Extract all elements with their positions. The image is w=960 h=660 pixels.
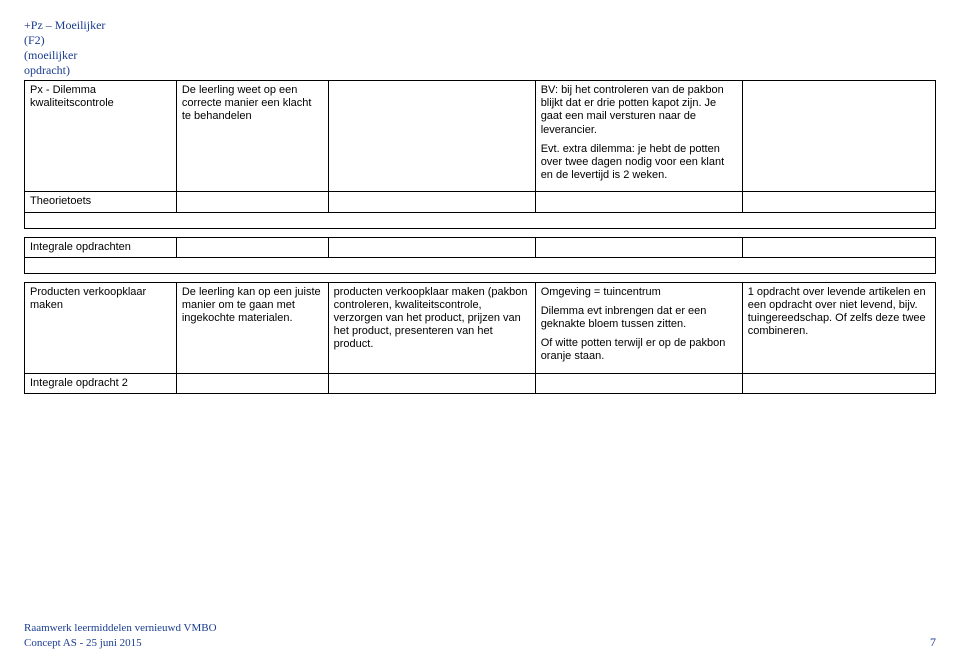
cell-empty xyxy=(328,373,535,393)
footer-left: Raamwerk leermiddelen vernieuwd VMBO Con… xyxy=(24,621,217,650)
cell-producten-title: Producten verkoopklaar maken xyxy=(25,282,177,373)
table-2: Integrale opdrachten xyxy=(24,237,936,274)
cell-text: kwaliteitscontrole xyxy=(30,97,114,109)
cell-dilemma-title: Px - Dilemma kwaliteitscontrole xyxy=(25,81,177,192)
cell-empty xyxy=(742,81,935,192)
table-row: Producten verkoopklaar maken De leerling… xyxy=(25,282,936,373)
cell-producten-c5: 1 opdracht over levende artikelen en een… xyxy=(742,282,935,373)
cell-empty xyxy=(328,192,535,212)
header-block: +Pz – Moeilijker (F2) (moeilijker opdrac… xyxy=(24,18,936,78)
cell-empty xyxy=(25,212,936,228)
cell-empty xyxy=(328,81,535,192)
cell-producten-c4: Omgeving = tuincentrum Dilemma evt inbre… xyxy=(535,282,742,373)
footer-title: Raamwerk leermiddelen vernieuwd VMBO xyxy=(24,621,217,635)
table-3: Producten verkoopklaar maken De leerling… xyxy=(24,282,936,394)
cell-empty xyxy=(328,237,535,257)
cell-text: Omgeving = tuincentrum xyxy=(541,286,737,299)
cell-empty xyxy=(742,237,935,257)
table-1: Px - Dilemma kwaliteitscontrole De leerl… xyxy=(24,80,936,229)
cell-text: Of witte potten terwijl er op de pakbon … xyxy=(541,337,737,363)
table-row: Integrale opdrachten xyxy=(25,237,936,257)
cell-theorietoets: Theorietoets xyxy=(25,192,177,212)
cell-empty xyxy=(535,373,742,393)
cell-text: Evt. extra dilemma: je hebt de potten ov… xyxy=(541,143,737,183)
footer-subtitle: Concept AS - 25 juni 2015 xyxy=(24,636,217,650)
cell-empty xyxy=(742,373,935,393)
cell-empty xyxy=(535,237,742,257)
cell-text: Dilemma evt inbrengen dat er een geknakt… xyxy=(541,305,737,331)
page-number: 7 xyxy=(930,635,936,650)
cell-dilemma-c2: De leerling weet op een correcte manier … xyxy=(176,81,328,192)
cell-integrale-opdrachten: Integrale opdrachten xyxy=(25,237,177,257)
table-row: Theorietoets xyxy=(25,192,936,212)
cell-dilemma-c4: BV: bij het controleren van de pakbon bl… xyxy=(535,81,742,192)
header-line-3: (moeilijker xyxy=(24,48,936,63)
cell-text: BV: bij het controleren van de pakbon bl… xyxy=(541,84,737,137)
cell-empty xyxy=(176,237,328,257)
cell-producten-c2: De leerling kan op een juiste manier om … xyxy=(176,282,328,373)
footer: Raamwerk leermiddelen vernieuwd VMBO Con… xyxy=(24,621,936,650)
cell-empty xyxy=(535,192,742,212)
cell-empty xyxy=(176,192,328,212)
header-line-1: +Pz – Moeilijker xyxy=(24,18,936,33)
table-row xyxy=(25,257,936,273)
cell-text: Px - Dilemma xyxy=(30,84,96,96)
header-line-2: (F2) xyxy=(24,33,936,48)
table-row: Px - Dilemma kwaliteitscontrole De leerl… xyxy=(25,81,936,192)
cell-empty xyxy=(25,257,936,273)
table-row: Integrale opdracht 2 xyxy=(25,373,936,393)
table-row xyxy=(25,212,936,228)
cell-integrale-opdracht-2: Integrale opdracht 2 xyxy=(25,373,177,393)
cell-empty xyxy=(742,192,935,212)
cell-empty xyxy=(176,373,328,393)
header-line-4: opdracht) xyxy=(24,63,936,78)
cell-producten-c3: producten verkoopklaar maken (pakbon con… xyxy=(328,282,535,373)
